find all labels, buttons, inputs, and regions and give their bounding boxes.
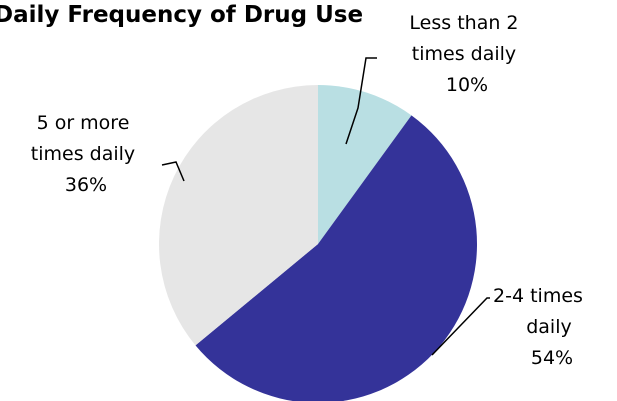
slice-label-less-than-2: Less than 2 times daily 10% xyxy=(409,12,524,96)
pie-slice-less-than-2 xyxy=(318,85,412,244)
leader-line-5-or-more xyxy=(161,161,185,182)
chart-title: Daily Frequency of Drug Use xyxy=(0,2,363,28)
slice-label-2-4-times: 2-4 times daily 54% xyxy=(493,285,589,369)
pie-slice-5-or-more xyxy=(159,85,318,346)
pie-slice-2-4-times xyxy=(195,115,477,401)
leader-line-2-4 xyxy=(431,297,490,356)
pie-slices xyxy=(159,85,477,401)
leader-line-less-than-2 xyxy=(345,57,377,145)
slice-label-5-or-more: 5 or more times daily 36% xyxy=(31,112,141,196)
